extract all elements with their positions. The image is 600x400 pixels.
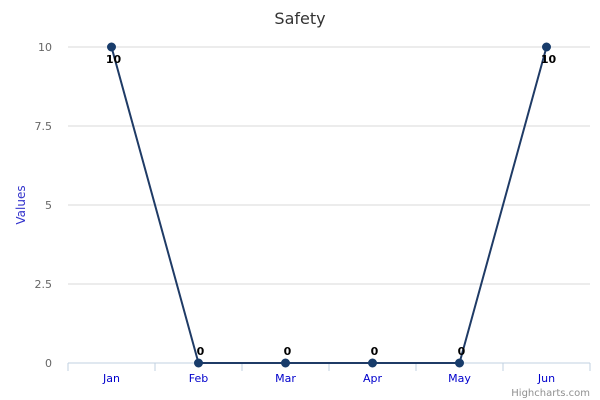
y-tick-label: 2.5 [35, 278, 53, 291]
data-point[interactable] [455, 358, 464, 368]
data-label: 0 [197, 345, 205, 358]
y-axis-label: Values [14, 185, 28, 224]
data-point[interactable] [107, 42, 116, 52]
y-axis-tick-labels: 0 2.5 5 7.5 10 [35, 41, 53, 370]
data-point[interactable] [542, 42, 551, 52]
x-tick-label: Apr [363, 372, 383, 385]
series-group [107, 42, 551, 368]
chart-title: Safety [274, 9, 325, 28]
y-tick-label: 7.5 [35, 120, 53, 133]
x-tick-label: May [448, 372, 471, 385]
data-label: 10 [541, 53, 557, 66]
data-label: 0 [284, 345, 292, 358]
y-tick-label: 0 [45, 357, 52, 370]
x-tick-label: Mar [275, 372, 296, 385]
x-tick-label: Jan [102, 372, 120, 385]
y-tick-label: 5 [45, 199, 52, 212]
credits-link[interactable]: Highcharts.com [511, 388, 590, 399]
x-axis [67, 362, 591, 371]
y-tick-label: 10 [38, 41, 52, 54]
data-label: 0 [458, 345, 466, 358]
x-tick-label: Jun [537, 372, 555, 385]
x-tick-label: Feb [189, 372, 208, 385]
data-point[interactable] [281, 358, 290, 368]
data-label: 10 [106, 53, 122, 66]
data-point[interactable] [194, 358, 203, 368]
x-axis-tick-labels: Jan Feb Mar Apr May Jun [102, 372, 555, 385]
data-label: 0 [371, 345, 379, 358]
data-labels: 10 0 0 0 0 10 [106, 53, 557, 358]
grid-lines [68, 46, 590, 285]
data-point[interactable] [368, 358, 377, 368]
series-line [110, 46, 548, 364]
